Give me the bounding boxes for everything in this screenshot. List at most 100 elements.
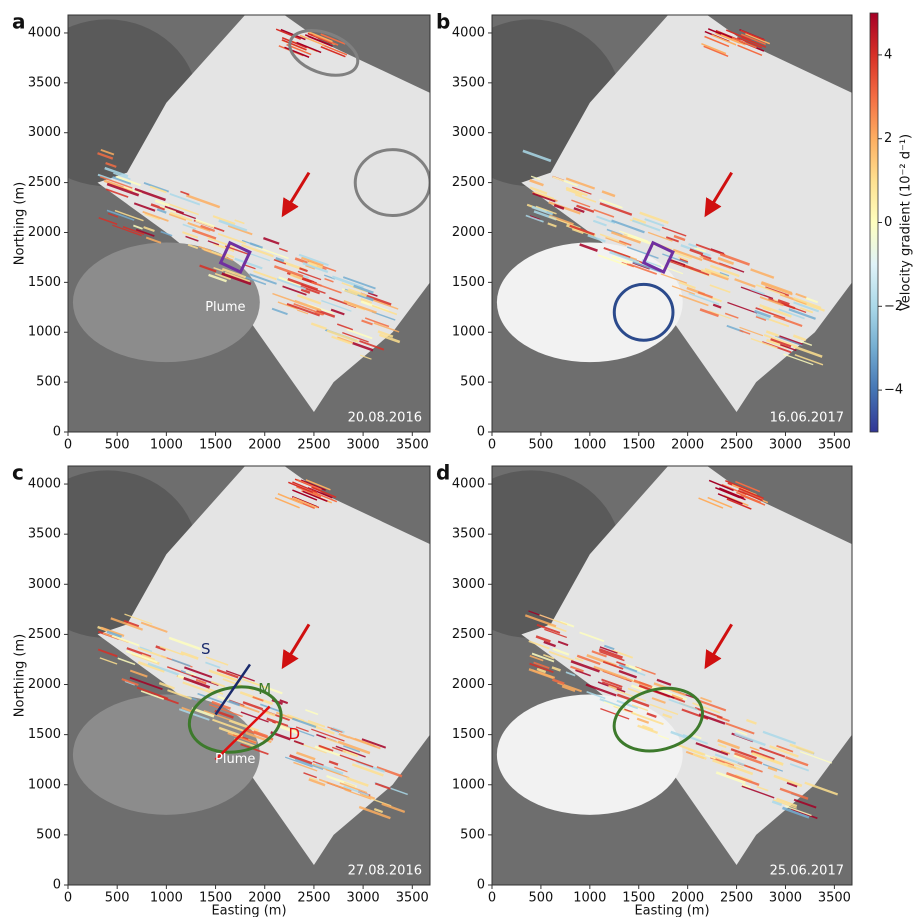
gradient-streak [717,493,743,505]
gradient-streak [626,262,658,275]
gradient-streak [205,661,221,669]
gradient-streak [599,198,623,209]
y-tick-label: 3000 [28,125,61,140]
gradient-streak [301,719,318,728]
y-tick-label: 2500 [28,175,61,190]
highlight-box [641,240,675,275]
gradient-streak [277,301,298,310]
gradient-streak [110,617,144,631]
colorbar-tick-label: 4 [884,47,892,62]
gradient-streak [166,666,194,677]
panel-label: b [436,10,450,34]
gradient-streak [299,267,308,273]
y-tick-label: 3000 [452,577,485,592]
gradient-streak [182,681,215,695]
gradient-streak [312,760,324,766]
gradient-streak [331,335,352,345]
gradient-streak [603,644,615,651]
highlight-ellipse [612,686,704,753]
x-tick-label: 0 [488,891,496,906]
gradient-streak [185,235,199,242]
gradient-streak [678,294,709,307]
gradient-streak [662,713,673,719]
plume-label: Plume [215,752,255,767]
gradient-streak [339,782,368,794]
gradient-streak [529,186,548,195]
gradient-streak [522,149,552,163]
gradient-streak [703,45,729,58]
gradient-streak [336,323,354,331]
gradient-streak [532,192,556,203]
gradient-streak [800,307,814,314]
gradient-streak [533,661,550,669]
gradient-streak [187,221,211,232]
gradient-streak [741,785,775,799]
gradient-streak [632,261,662,273]
gradient-streak [305,709,319,716]
gradient-streak [662,253,689,264]
y-tick-label: 0 [477,425,485,440]
flow-arrow [704,171,733,218]
gradient-streak [143,181,170,193]
highlight-ellipse [353,148,430,218]
gradient-streak [682,733,709,745]
gradient-streak [618,240,632,246]
gradient-streak [105,188,129,198]
gradient-streak [342,331,369,343]
gradient-streak [529,655,544,662]
gradient-streak [605,237,627,246]
gradient-streak [804,296,819,304]
gradient-streak [637,724,659,734]
gradient-streak [373,322,400,333]
gradient-streak [532,191,558,203]
gradient-streak [288,481,314,494]
gradient-streak [660,689,688,701]
x-tick-label: 3500 [818,438,851,453]
gradient-streak [296,486,322,498]
gradient-streak [301,256,324,267]
x-axis-label: Easting (m) [634,904,709,918]
x-tick-label: 2500 [720,438,753,453]
gradient-streak [709,264,740,278]
y-tick-label: 1000 [452,777,485,792]
gradient-streak [296,294,322,305]
gradient-streak [100,149,115,156]
gradient-streak [144,213,161,221]
gradient-streak [720,749,731,755]
colorbar-tick-label: −4 [884,383,903,398]
y-tick-label: 1500 [28,727,61,742]
gradient-streak [736,491,762,504]
gradient-streak [115,175,141,187]
gradient-streak [727,301,758,314]
gradient-streak [725,29,751,41]
x-tick-label: 2500 [297,891,330,906]
gradient-streak [359,340,385,351]
x-tick-label: 3500 [818,891,851,906]
gradient-streak [574,657,584,662]
y-tick-label: 2500 [452,627,485,642]
gradient-streak [611,649,634,659]
gradient-streak [294,257,308,265]
gradient-streak [348,736,381,750]
gradient-streak [226,699,241,707]
gradient-streak [714,753,745,766]
gradient-streak [208,703,243,718]
gradient-streak [771,800,783,807]
gradient-streak [792,334,807,342]
gradient-streak [160,230,173,237]
gradient-streak [159,645,184,656]
gradient-streak [767,766,778,772]
gradient-streak [707,28,733,40]
gradient-streak [611,219,645,234]
gradient-streak [551,666,561,672]
gradient-streak [289,273,303,281]
colorbar-tick-label: 2 [884,131,892,146]
gradient-streak [776,745,794,753]
gradient-streak [792,345,823,358]
gradient-streak [337,740,371,755]
gradient-streak [297,270,322,281]
gradient-streak [755,307,786,320]
gradient-streak [300,479,326,491]
gradient-streak [737,37,763,49]
gradient-streak [609,250,640,264]
